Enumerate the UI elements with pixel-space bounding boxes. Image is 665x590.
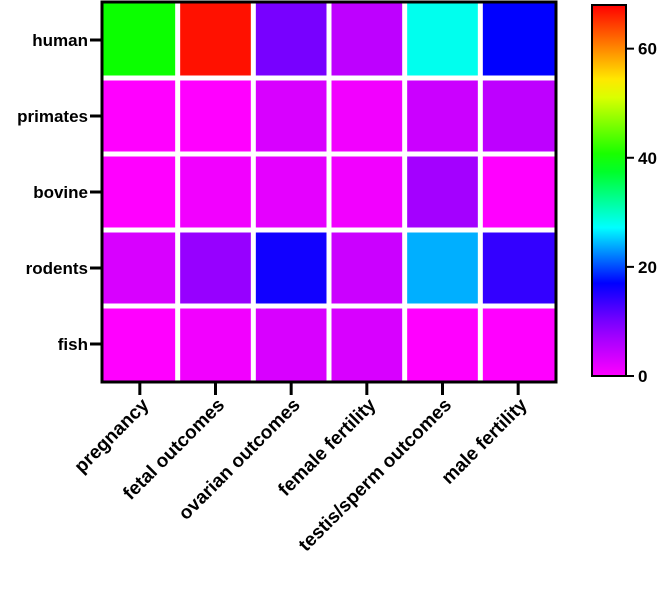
heatmap-cell-bovine-4: [407, 156, 478, 228]
heatmap-cell-rodents-2: [255, 232, 327, 304]
heatmap-cell-rodents-5: [482, 232, 556, 304]
heatmap-cell-rodents-3: [331, 232, 403, 304]
heatmap-cell-human-3: [331, 2, 403, 76]
heatmap-cell-fish-1: [180, 308, 251, 382]
heatmap-cell-primates-4: [407, 80, 478, 152]
y-tick-label: primates: [17, 107, 88, 126]
heatmap-cell-human-1: [180, 2, 251, 76]
heatmap-cell-rodents-0: [102, 232, 176, 304]
colorbar: 0 20 40 60: [591, 4, 657, 386]
heatmap-cells: [100, 0, 558, 384]
heatmap-cell-rodents-1: [180, 232, 251, 304]
colorbar-tick-label: 0: [638, 367, 647, 386]
heatmap-cell-primates-2: [255, 80, 327, 152]
colorbar-tick-label: 60: [638, 40, 657, 59]
colorbar-gradient: [591, 4, 627, 377]
heatmap-cell-primates-3: [331, 80, 403, 152]
heatmap-cell-primates-1: [180, 80, 251, 152]
y-tick-label: bovine: [33, 183, 88, 202]
heatmap-cell-fish-2: [255, 308, 327, 382]
heatmap-cell-fish-4: [407, 308, 478, 382]
heatmap-cell-fish-0: [102, 308, 176, 382]
heatmap-cell-bovine-0: [102, 156, 176, 228]
heatmap-cell-human-5: [482, 2, 556, 76]
y-tick-label: human: [32, 31, 88, 50]
heatmap-cell-bovine-5: [482, 156, 556, 228]
heatmap-cell-rodents-4: [407, 232, 478, 304]
heatmap-cell-primates-0: [102, 80, 176, 152]
heatmap-cell-primates-5: [482, 80, 556, 152]
x-tick-label: pregnancy: [71, 394, 154, 477]
colorbar-tick-label: 40: [638, 149, 657, 168]
heatmap-cell-human-4: [407, 2, 478, 76]
heatmap-cell-bovine-3: [331, 156, 403, 228]
heatmap-cell-bovine-2: [255, 156, 327, 228]
y-tick-label: fish: [58, 335, 88, 354]
x-tick-label: testis/sperm outcomes: [295, 395, 456, 556]
heatmap-cell-fish-5: [482, 308, 556, 382]
heatmap-cell-human-0: [102, 2, 176, 76]
heatmap-cell-human-2: [255, 2, 327, 76]
y-tick-label: rodents: [26, 259, 88, 278]
y-axis: human primates bovine rodents fish: [17, 31, 102, 354]
heatmap-cell-fish-3: [331, 308, 403, 382]
plot-background: [102, 2, 556, 382]
heatmap-cell-bovine-1: [180, 156, 251, 228]
colorbar-tick-label: 20: [638, 258, 657, 277]
